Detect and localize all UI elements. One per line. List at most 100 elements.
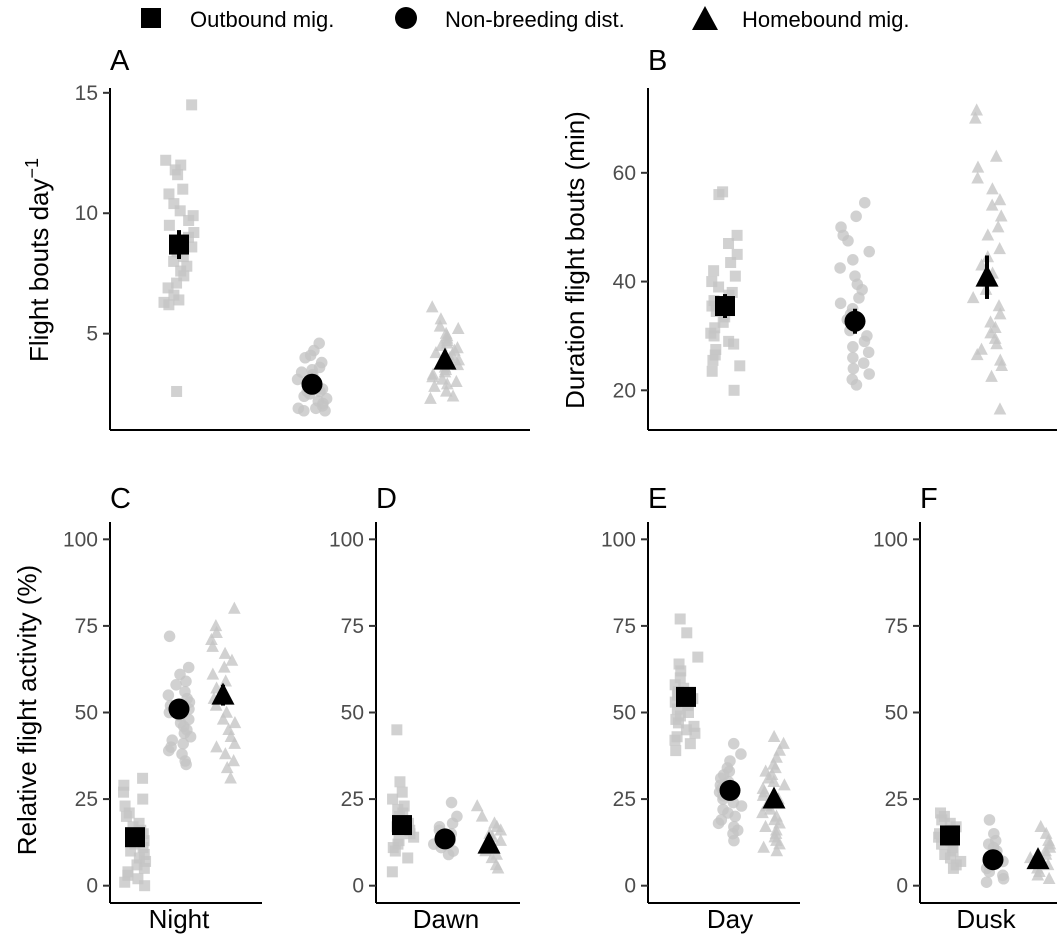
raw-point-triangle [428,379,441,392]
raw-point-square [673,658,685,670]
raw-point-triangle [434,312,448,325]
raw-point-circle [862,346,875,359]
raw-point-circle [182,661,195,674]
raw-point-circle [162,744,175,757]
raw-point-triangle [494,833,507,846]
raw-point-circle [319,404,331,417]
y-tick-label: 10 [75,202,98,225]
raw-point-square [133,852,145,864]
raw-point-circle [445,796,458,809]
raw-point-circle [847,362,860,375]
raw-point-circle [162,689,175,701]
raw-point-square [402,852,414,864]
raw-point-square [127,821,139,833]
raw-point-circle [863,245,875,258]
mean-marker-square [125,827,145,848]
y-tick-label: 75 [341,615,364,638]
raw-point-triangle [491,861,505,874]
raw-point-triangle [429,345,443,359]
raw-point-square [674,672,686,684]
raw-point-square [177,183,189,195]
raw-point-circle [983,814,996,826]
panel-label-b: B [648,45,667,77]
raw-point-triangle [228,715,242,729]
raw-point-square [168,198,180,210]
raw-point-circle [853,292,865,304]
panel-label-f: F [920,483,938,515]
y-tick-label: 75 [885,615,908,638]
raw-point-square [684,738,696,750]
panel-label-e: E [648,483,667,515]
mean-marker-square [940,825,960,846]
mean-marker-triangle [1026,847,1050,870]
raw-point-triangle [209,698,223,711]
raw-point-square [707,354,719,366]
raw-point-triangle [989,149,1003,162]
x-axis-title-dusk: Dusk [956,904,1016,934]
raw-point-triangle [433,319,447,332]
raw-point-triangle [440,377,454,390]
raw-point-circle [170,679,182,691]
y-tick-label: 20 [613,379,636,402]
raw-point-square [706,276,718,288]
raw-point-square [177,251,189,263]
raw-point-square [168,255,180,267]
raw-point-square [674,613,686,625]
raw-point-square [163,299,175,311]
raw-point-square [944,852,956,864]
raw-point-square [138,862,150,874]
raw-point-square [174,205,186,217]
raw-point-triangle [440,384,453,397]
y-tick-label: 50 [613,702,636,725]
panel-d: 0 25 50 75 100 [329,522,520,904]
raw-point-triangle [986,182,999,195]
raw-point-triangle [210,625,223,639]
raw-point-square [936,814,948,826]
raw-point-square [675,665,687,677]
raw-point-square [139,880,151,892]
mean-marker-circle [301,373,323,395]
raw-point-square [171,277,183,289]
y-tick-label: 5 [86,323,98,346]
raw-point-square [186,99,198,111]
raw-point-circle [850,210,862,223]
y-tick-label: 75 [613,615,636,638]
y-tick-label: 0 [896,875,908,898]
raw-point-square [160,154,172,166]
raw-point-circle [712,817,725,830]
raw-point-square [672,717,684,729]
raw-point-circle [847,341,859,353]
legend-square-icon [141,8,161,28]
raw-point-triangle [446,389,460,402]
y-axis-title-c-to-f: Relative flight activity (%) [12,565,42,855]
mean-marker-circle [719,779,741,801]
raw-point-circle [442,848,455,861]
raw-point-square [132,873,144,885]
raw-point-square [728,384,740,396]
raw-point-circle [850,379,863,391]
raw-point-triangle [205,632,218,645]
raw-point-triangle [217,660,231,673]
raw-point-square [669,696,681,708]
raw-point-square [396,786,408,798]
raw-point-triangle [206,667,220,680]
raw-point-triangle [475,809,489,822]
panel-label-c: C [110,483,131,515]
raw-point-triangle [993,193,1007,206]
y-tick-label: 100 [601,528,636,551]
raw-point-square [398,800,410,812]
y-tick-label: 25 [613,788,636,811]
raw-point-triangle [1031,868,1045,881]
raw-point-square [137,772,149,784]
raw-point-triangle [218,646,232,659]
raw-point-triangle [757,840,770,853]
raw-point-square [181,260,193,272]
raw-point-circle [735,748,747,760]
raw-point-square [173,294,185,306]
mean-marker-triangle [211,682,235,705]
legend-circle-icon [395,7,417,29]
raw-point-triangle [764,802,777,815]
y-tick-label: 0 [352,875,364,898]
raw-point-circle [847,254,859,266]
raw-point-triangle [778,778,791,791]
